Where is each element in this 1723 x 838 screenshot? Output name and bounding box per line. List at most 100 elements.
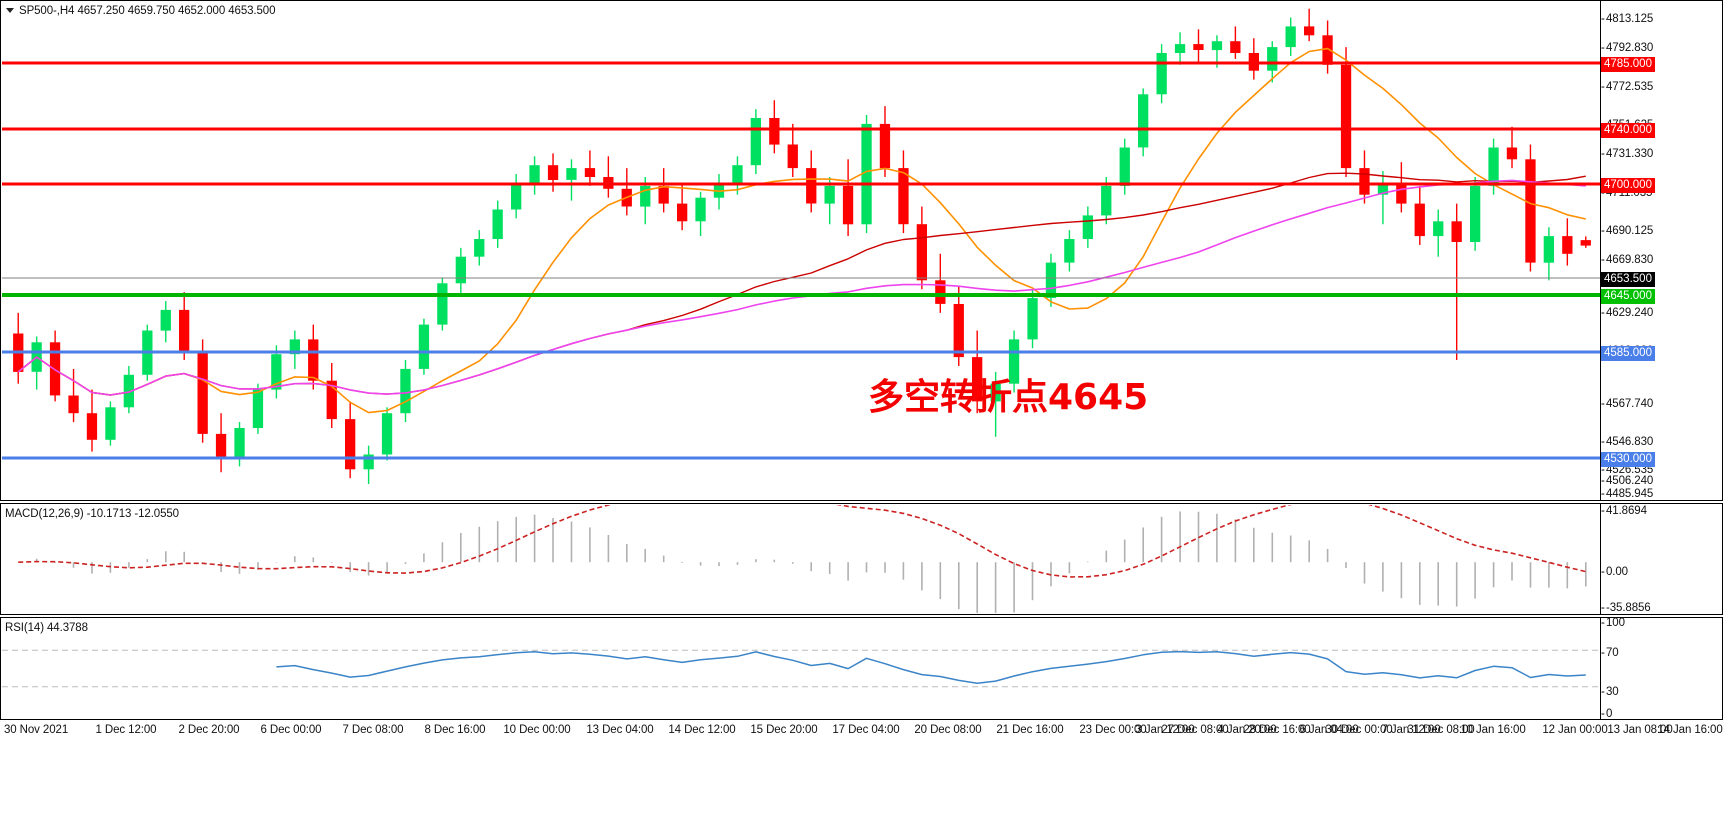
- candle: [49, 342, 61, 396]
- rsi-header: RSI(14) 44.3788: [5, 622, 88, 634]
- price-level-tag-resistance-4740[interactable]: 4740.000: [1601, 123, 1655, 138]
- candle: [363, 454, 374, 470]
- annotation-text: 多空转折点4645: [868, 377, 1149, 418]
- candle: [105, 407, 116, 440]
- candle: [197, 351, 208, 434]
- axis-tick: -0.00: [1601, 566, 1628, 578]
- macd-plot-area[interactable]: [2, 505, 1600, 613]
- axis-tick: -4711.035: [1601, 187, 1653, 199]
- time-tick-label: 20 Dec 08:00: [914, 724, 982, 736]
- axis-tick: -4485.945: [1601, 488, 1654, 500]
- axis-tick: -4546.830: [1601, 436, 1654, 448]
- candle: [455, 256, 466, 284]
- time-axis: 30 Nov 2021 1 Dec 12:00 2 Dec 20:00 6 Dec 0…: [0, 722, 1723, 744]
- candle: [806, 168, 817, 204]
- time-tick-label: 4 Jan 20:00: [1217, 724, 1277, 736]
- candle: [916, 224, 927, 281]
- candle: [86, 413, 98, 440]
- rsi-plot-area[interactable]: [2, 619, 1600, 718]
- candle: [861, 123, 872, 225]
- price-chart-panel[interactable]: SP500-,H4 4657.250 4659.750 4652.000 465…: [0, 0, 1723, 501]
- candle: [1414, 203, 1425, 237]
- axis-tick: -4772.535: [1601, 81, 1654, 93]
- price-svg: [2, 8, 1600, 485]
- axis-tick: -41.8694: [1601, 505, 1647, 517]
- price-level-tag-support-4530[interactable]: 4530.000: [1601, 452, 1655, 467]
- candle: [1027, 298, 1038, 340]
- candle: [566, 168, 577, 180]
- candle: [1174, 44, 1186, 53]
- macd-axis: -41.8694 -0.00 --35.8856: [1600, 504, 1722, 614]
- candle: [1082, 215, 1093, 239]
- footer-strip: [0, 744, 1723, 838]
- time-tick-label: 17 Dec 04:00: [832, 724, 900, 736]
- candle: [234, 428, 245, 458]
- candle: [547, 165, 559, 180]
- time-tick-label: 30 Dec 00:00: [1325, 724, 1393, 736]
- time-tick-label: 28 Dec 16:00: [1243, 724, 1311, 736]
- candle: [1101, 185, 1112, 216]
- time-tick-label: 2 Dec 20:00: [178, 724, 240, 736]
- axis-tick: -100: [1601, 617, 1625, 629]
- candle: [326, 380, 337, 420]
- axis-tick: -0: [1601, 708, 1613, 720]
- time-tick-label: 14 Jan 16:00: [1657, 724, 1723, 736]
- price-axis[interactable]: -4813.125-4792.830-4772.535-4751.625-473…: [1600, 1, 1722, 500]
- time-tick-label: 15 Dec 20:00: [750, 724, 818, 736]
- candle: [418, 324, 430, 369]
- time-tick-label: 1 Dec 12:00: [95, 724, 157, 736]
- candle: [990, 383, 1001, 402]
- time-tick-label: 23 Dec 00:00: [1079, 724, 1147, 736]
- candle: [1211, 41, 1223, 51]
- candle: [1119, 147, 1130, 186]
- candle: [1580, 240, 1591, 246]
- time-tick-label: 10 Jan 16:00: [1460, 724, 1526, 736]
- time-tick-label: 31 Dec 08:00: [1407, 724, 1475, 736]
- candle: [953, 304, 964, 358]
- axis-tick: -4526.535: [1601, 464, 1654, 476]
- candle: [1433, 221, 1444, 237]
- time-tick-label: 12 Jan 00:00: [1542, 724, 1608, 736]
- candle: [658, 185, 669, 204]
- rsi-panel[interactable]: RSI(14) 44.3788 -100 -70 -30 -0: [0, 617, 1723, 720]
- candle: [1340, 64, 1352, 169]
- price-level-tag-last-price-4653[interactable]: 4653.500: [1601, 272, 1655, 287]
- time-tick-label: 13 Dec 04:00: [586, 724, 654, 736]
- candle: [1525, 159, 1536, 263]
- axis-tick: -4731.330: [1601, 148, 1654, 160]
- rsi-svg: [2, 649, 1600, 688]
- price-level-tag-resistance-4785[interactable]: 4785.000: [1601, 57, 1655, 72]
- candle: [271, 354, 282, 390]
- axis-tick: --35.8856: [1601, 602, 1651, 614]
- time-tick-label: 14 Dec 12:00: [668, 724, 736, 736]
- candle: [824, 185, 835, 204]
- candle: [695, 197, 706, 222]
- candle: [898, 168, 909, 225]
- price-level-tag-support-4585[interactable]: 4585.000: [1601, 346, 1655, 361]
- axis-tick: -30: [1601, 686, 1619, 698]
- candle: [160, 309, 171, 331]
- price-level-tag-support-4645[interactable]: 4645.000: [1601, 289, 1655, 304]
- candle: [584, 168, 596, 177]
- candle: [345, 419, 356, 470]
- time-tick-label: 8 Dec 16:00: [424, 724, 486, 736]
- time-tick-label: 10 Dec 00:00: [503, 724, 571, 736]
- candle: [1193, 44, 1204, 50]
- candle: [215, 433, 227, 458]
- macd-panel[interactable]: MACD(12,26,9) -10.1713 -12.0550 -41.8694…: [0, 503, 1723, 615]
- time-tick-label: 13 Jan 08:00: [1607, 724, 1673, 736]
- price-level-tag-resistance-4700[interactable]: 4700.000: [1601, 178, 1655, 193]
- candle: [732, 165, 743, 183]
- candle: [935, 280, 946, 304]
- symbol-header: SP500-,H4 4657.250 4659.750 4652.000 465…: [19, 5, 276, 17]
- chevron-down-icon[interactable]: [6, 8, 14, 13]
- candle: [1488, 147, 1499, 186]
- candle: [769, 118, 780, 145]
- candle: [1008, 339, 1020, 384]
- price-plot-area[interactable]: [2, 2, 1600, 499]
- candle: [1267, 47, 1278, 71]
- candle: [713, 182, 725, 198]
- candle: [1470, 185, 1481, 242]
- candle: [1451, 221, 1462, 242]
